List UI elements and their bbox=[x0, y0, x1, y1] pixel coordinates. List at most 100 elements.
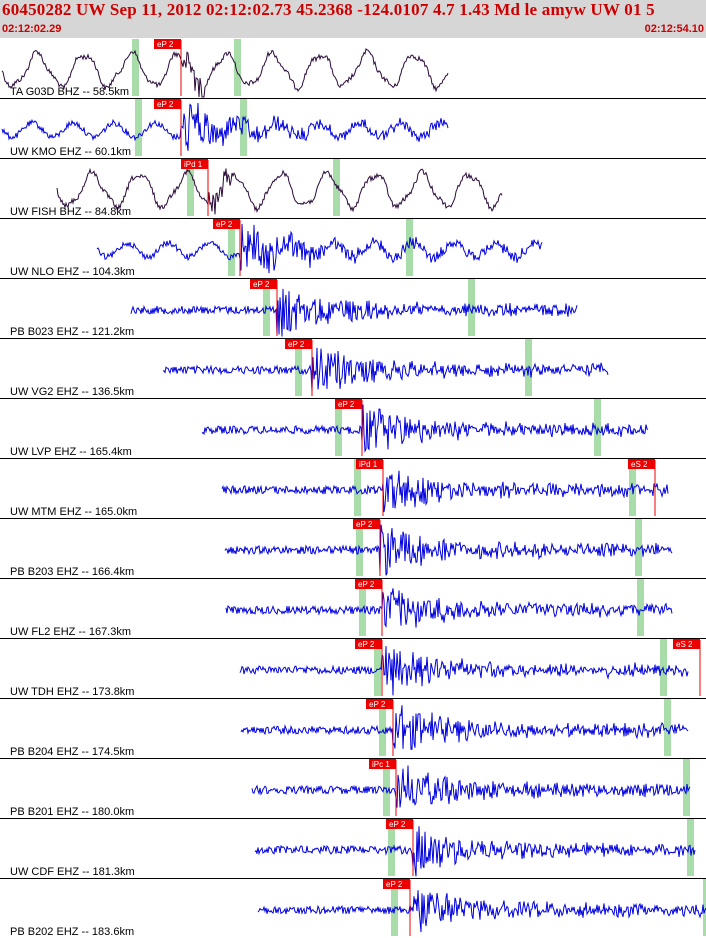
s-pick-label: eS 2 bbox=[676, 640, 693, 649]
window-marker bbox=[335, 399, 342, 456]
trace-row[interactable]: iPd 1 eS 2 UW MTM EHZ -- 165.0km bbox=[0, 458, 706, 519]
p-pick-flag[interactable]: iPd 1 bbox=[356, 459, 384, 516]
station-label: UW KMO EHZ -- 60.1km bbox=[10, 146, 131, 158]
window-marker bbox=[228, 219, 235, 276]
trace-row[interactable]: eP 2 PB B023 EHZ -- 121.2km bbox=[0, 278, 706, 339]
waveform bbox=[254, 826, 696, 877]
waveform bbox=[225, 588, 673, 629]
window-marker bbox=[379, 699, 386, 756]
p-pick-label: eP 2 bbox=[369, 700, 386, 709]
window-marker bbox=[240, 99, 247, 156]
waveform bbox=[96, 223, 543, 274]
station-label: PB B202 EHZ -- 183.6km bbox=[10, 926, 134, 938]
station-label: TA G03D BHZ -- 58.5km bbox=[10, 86, 129, 98]
event-header: 60450282 UW Sep 11, 2012 02:12:02.73 45.… bbox=[0, 0, 706, 38]
window-marker bbox=[703, 879, 706, 936]
window-marker bbox=[664, 699, 671, 756]
station-label: UW MTM EHZ -- 165.0km bbox=[10, 506, 137, 518]
trace-row[interactable]: eP 2 PB B203 EHZ -- 166.4km bbox=[0, 518, 706, 579]
p-pick-flag[interactable]: eP 2 bbox=[335, 399, 363, 456]
trace-row[interactable]: eP 2 UW VG2 EHZ -- 136.5km bbox=[0, 338, 706, 399]
p-pick-flag[interactable]: eP 2 bbox=[154, 99, 182, 156]
window-marker bbox=[234, 39, 241, 96]
p-pick-flag[interactable]: eP 2 bbox=[383, 879, 411, 936]
p-pick-label: eP 2 bbox=[338, 400, 355, 409]
trace-row[interactable]: eP 2 UW KMO EHZ -- 60.1km bbox=[0, 98, 706, 159]
p-pick-label: iPd 1 bbox=[184, 160, 203, 169]
seismogram-panel[interactable]: eP 2 TA G03D BHZ -- 58.5km eP 2 UW KMO EHZ … bbox=[0, 38, 706, 938]
window-marker bbox=[135, 99, 142, 156]
s-pick-flag[interactable]: eS 2 bbox=[673, 639, 701, 696]
window-marker bbox=[660, 639, 667, 696]
window-marker bbox=[354, 459, 361, 516]
waveform bbox=[221, 470, 669, 513]
window-marker bbox=[374, 639, 381, 696]
trace-row[interactable]: eP 2 UW LVP EHZ -- 165.4km bbox=[0, 398, 706, 459]
p-pick-label: eP 2 bbox=[389, 820, 406, 829]
p-pick-flag[interactable]: eP 2 bbox=[154, 39, 182, 96]
p-pick-flag[interactable]: eP 2 bbox=[366, 699, 394, 756]
p-pick-label: eP 2 bbox=[157, 40, 174, 49]
p-pick-label: eP 2 bbox=[358, 640, 375, 649]
station-label: UW VG2 EHZ -- 136.5km bbox=[10, 386, 134, 398]
p-pick-flag[interactable]: eP 2 bbox=[355, 579, 383, 636]
window-marker bbox=[383, 759, 390, 816]
window-marker bbox=[637, 579, 644, 636]
waveform bbox=[224, 524, 673, 576]
station-label: UW NLO EHZ -- 104.3km bbox=[10, 266, 135, 278]
window-marker bbox=[132, 39, 139, 96]
station-label: PB B201 EHZ -- 180.0km bbox=[10, 806, 134, 818]
trace-row[interactable]: eP 2 PB B204 EHZ -- 174.5km bbox=[0, 698, 706, 759]
waveform bbox=[257, 890, 706, 933]
trace-row[interactable]: eP 2 PB B202 EHZ -- 183.6km bbox=[0, 878, 706, 938]
trace-row[interactable]: iPd 1 UW FISH BHZ -- 84.8km bbox=[0, 158, 706, 219]
p-pick-flag[interactable]: eP 2 bbox=[250, 279, 278, 336]
waveform bbox=[1, 102, 449, 151]
window-marker bbox=[635, 519, 642, 576]
trace-row[interactable]: iPc 1 PB B201 EHZ -- 180.0km bbox=[0, 758, 706, 819]
p-pick-label: eP 2 bbox=[253, 280, 270, 289]
window-marker bbox=[359, 579, 366, 636]
p-pick-label: eP 2 bbox=[386, 880, 403, 889]
station-label: PB B023 EHZ -- 121.2km bbox=[10, 326, 134, 338]
time-end-label: 02:12:54.10 bbox=[644, 23, 704, 35]
window-marker bbox=[468, 279, 475, 336]
waveform bbox=[130, 288, 578, 337]
trace-row[interactable]: eP 2 UW NLO EHZ -- 104.3km bbox=[0, 218, 706, 279]
trace-row[interactable]: eP 2 UW CDF EHZ -- 181.3km bbox=[0, 818, 706, 879]
waveform bbox=[239, 646, 689, 696]
station-label: UW TDH EHZ -- 173.8km bbox=[10, 686, 134, 698]
trace-row[interactable]: eP 2 eS 2 UW TDH EHZ -- 173.8km bbox=[0, 638, 706, 699]
p-pick-flag[interactable]: eP 2 bbox=[353, 519, 381, 576]
window-marker bbox=[594, 399, 601, 456]
p-pick-label: eP 2 bbox=[356, 520, 373, 529]
p-pick-flag[interactable]: iPc 1 bbox=[369, 759, 397, 816]
p-pick-label: iPc 1 bbox=[372, 760, 390, 769]
s-pick-label: eS 2 bbox=[631, 460, 648, 469]
p-pick-label: eP 2 bbox=[216, 220, 233, 229]
station-label: UW FL2 EHZ -- 167.3km bbox=[10, 626, 131, 638]
window-marker bbox=[187, 159, 194, 216]
time-start-label: 02:12:02.29 bbox=[2, 23, 62, 35]
waveform bbox=[201, 404, 649, 453]
trace-row[interactable]: eP 2 UW FL2 EHZ -- 167.3km bbox=[0, 578, 706, 639]
p-pick-label: eP 2 bbox=[288, 340, 305, 349]
p-pick-label: eP 2 bbox=[358, 580, 375, 589]
p-pick-flag[interactable]: eP 2 bbox=[213, 219, 241, 276]
waveform bbox=[1, 48, 449, 98]
event-title: 60450282 UW Sep 11, 2012 02:12:02.73 45.… bbox=[2, 0, 655, 19]
p-pick-label: eP 2 bbox=[157, 100, 174, 109]
station-label: UW FISH BHZ -- 84.8km bbox=[10, 206, 131, 218]
waveform bbox=[251, 765, 691, 808]
trace-row[interactable]: eP 2 TA G03D BHZ -- 58.5km bbox=[1, 39, 449, 98]
p-pick-flag[interactable]: iPd 1 bbox=[181, 159, 209, 216]
waveform bbox=[56, 167, 503, 215]
waveform bbox=[240, 705, 689, 750]
p-pick-flag[interactable]: eP 2 bbox=[386, 819, 414, 876]
station-label: PB B203 EHZ -- 166.4km bbox=[10, 566, 134, 578]
s-pick-flag[interactable]: eS 2 bbox=[628, 459, 656, 516]
p-pick-flag[interactable]: eP 2 bbox=[355, 639, 383, 696]
station-label: PB B204 EHZ -- 174.5km bbox=[10, 746, 134, 758]
station-label: UW CDF EHZ -- 181.3km bbox=[10, 866, 135, 878]
p-pick-flag[interactable]: eP 2 bbox=[285, 339, 313, 396]
